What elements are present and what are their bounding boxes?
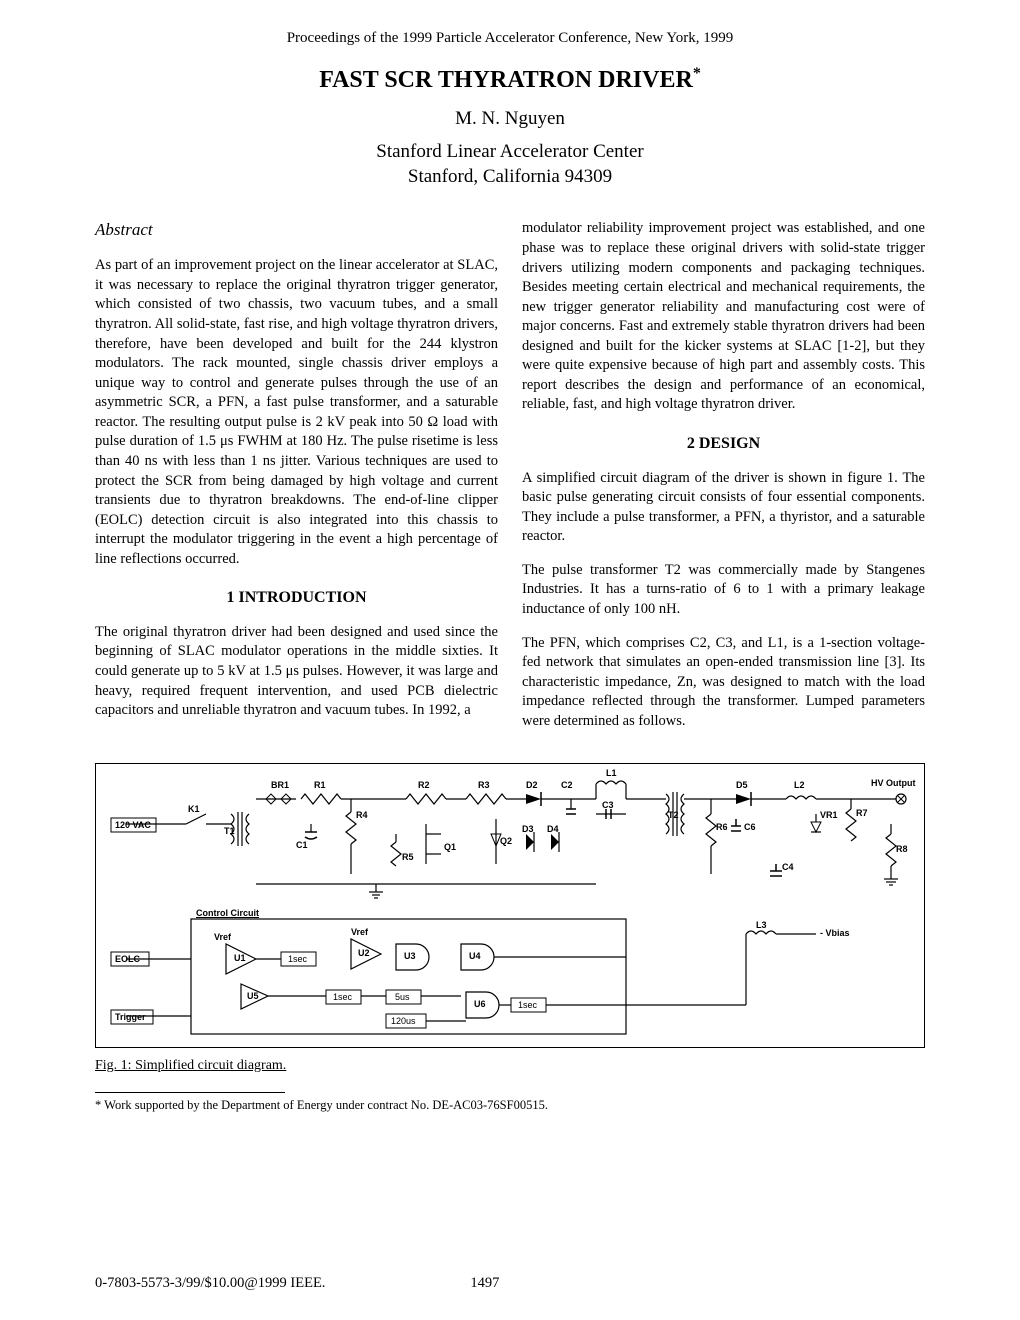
label-control-circuit: Control Circuit: [196, 908, 259, 918]
label-q2: Q2: [500, 836, 512, 846]
label-r5: R5: [402, 852, 414, 862]
label-l2: L2: [794, 780, 805, 790]
footnote-rule: [95, 1092, 285, 1093]
label-hv-output: HV Output: [871, 778, 916, 788]
label-d4: D4: [547, 824, 559, 834]
design-paragraph-1: A simplified circuit diagram of the driv…: [522, 469, 925, 547]
section-1-heading: 1 INTRODUCTION: [95, 587, 498, 609]
label-t1: T1: [224, 826, 235, 836]
label-t2: T2: [668, 810, 679, 820]
two-column-body: Abstract As part of an improvement proje…: [95, 219, 925, 745]
label-d2: D2: [526, 780, 538, 790]
design-paragraph-2: The pulse transformer T2 was commerciall…: [522, 561, 925, 620]
intro-paragraph-1: The original thyratron driver had been d…: [95, 623, 498, 721]
label-vr1: VR1: [820, 810, 838, 820]
affiliation-line2: Stanford, California 94309: [95, 165, 925, 190]
abstract-paragraph: As part of an improvement project on the…: [95, 256, 498, 569]
left-column: Abstract As part of an improvement proje…: [95, 219, 498, 745]
label-u6: U6: [474, 999, 486, 1009]
label-trigger: Trigger: [115, 1012, 146, 1022]
label-r1: R1: [314, 780, 326, 790]
abstract-heading: Abstract: [95, 219, 498, 242]
figure-1: 120 VAC K1 T1 BR1 R1 R2 R3 R4 R5 R6 R7 R…: [95, 763, 925, 1074]
label-l3: L3: [756, 920, 767, 930]
label-1sec-c: 1sec: [518, 1000, 537, 1010]
intro-paragraph-2: modulator reliability improvement projec…: [522, 219, 925, 415]
label-k1: K1: [188, 804, 200, 814]
label-5us: 5us: [395, 992, 410, 1002]
label-u3: U3: [404, 951, 416, 961]
right-column: modulator reliability improvement projec…: [522, 219, 925, 745]
label-r4: R4: [356, 810, 368, 820]
page-number: 1497: [470, 1275, 499, 1292]
label-r2: R2: [418, 780, 430, 790]
design-paragraph-3: The PFN, which comprises C2, C3, and L1,…: [522, 634, 925, 732]
label-vbias: - Vbias: [820, 928, 850, 938]
label-l1: L1: [606, 768, 617, 778]
label-120us: 120us: [391, 1016, 416, 1026]
circuit-svg: [96, 764, 922, 1049]
label-u5: U5: [247, 991, 259, 1001]
label-d5: D5: [736, 780, 748, 790]
label-c4: C4: [782, 862, 794, 872]
label-eolc: EOLC: [115, 954, 140, 964]
proceedings-header: Proceedings of the 1999 Particle Acceler…: [95, 30, 925, 47]
paper-title: FAST SCR THYRATRON DRIVER*: [95, 65, 925, 94]
section-2-heading: 2 DESIGN: [522, 433, 925, 455]
label-c3: C3: [602, 800, 614, 810]
label-d3: D3: [522, 824, 534, 834]
label-1sec-b: 1sec: [333, 992, 352, 1002]
label-u1: U1: [234, 953, 246, 963]
label-c6: C6: [744, 822, 756, 832]
author-name: M. N. Nguyen: [95, 108, 925, 130]
label-u4: U4: [469, 951, 481, 961]
circuit-diagram: 120 VAC K1 T1 BR1 R1 R2 R3 R4 R5 R6 R7 R…: [95, 763, 925, 1048]
label-br1: BR1: [271, 780, 289, 790]
title-text: FAST SCR THYRATRON DRIVER: [319, 67, 693, 93]
label-r3: R3: [478, 780, 490, 790]
footnote-text: * Work supported by the Department of En…: [95, 1098, 925, 1113]
title-footnote-marker: *: [693, 65, 701, 82]
label-vref-2: Vref: [351, 927, 368, 937]
label-r8: R8: [896, 844, 908, 854]
label-c1: C1: [296, 840, 308, 850]
label-q1: Q1: [444, 842, 456, 852]
copyright-text: 0-7803-5573-3/99/$10.00@1999 IEEE.: [95, 1275, 325, 1292]
label-1sec-a: 1sec: [288, 954, 307, 964]
label-120vac: 120 VAC: [115, 820, 151, 830]
label-r6: R6: [716, 822, 728, 832]
label-c2: C2: [561, 780, 573, 790]
affiliation-line1: Stanford Linear Accelerator Center: [95, 140, 925, 165]
affiliation: Stanford Linear Accelerator Center Stanf…: [95, 140, 925, 189]
figure-1-caption: Fig. 1: Simplified circuit diagram.: [95, 1058, 925, 1074]
page-footer: 0-7803-5573-3/99/$10.00@1999 IEEE. 1497: [95, 1275, 925, 1292]
label-vref-1: Vref: [214, 932, 231, 942]
label-u2: U2: [358, 948, 370, 958]
label-r7: R7: [856, 808, 868, 818]
